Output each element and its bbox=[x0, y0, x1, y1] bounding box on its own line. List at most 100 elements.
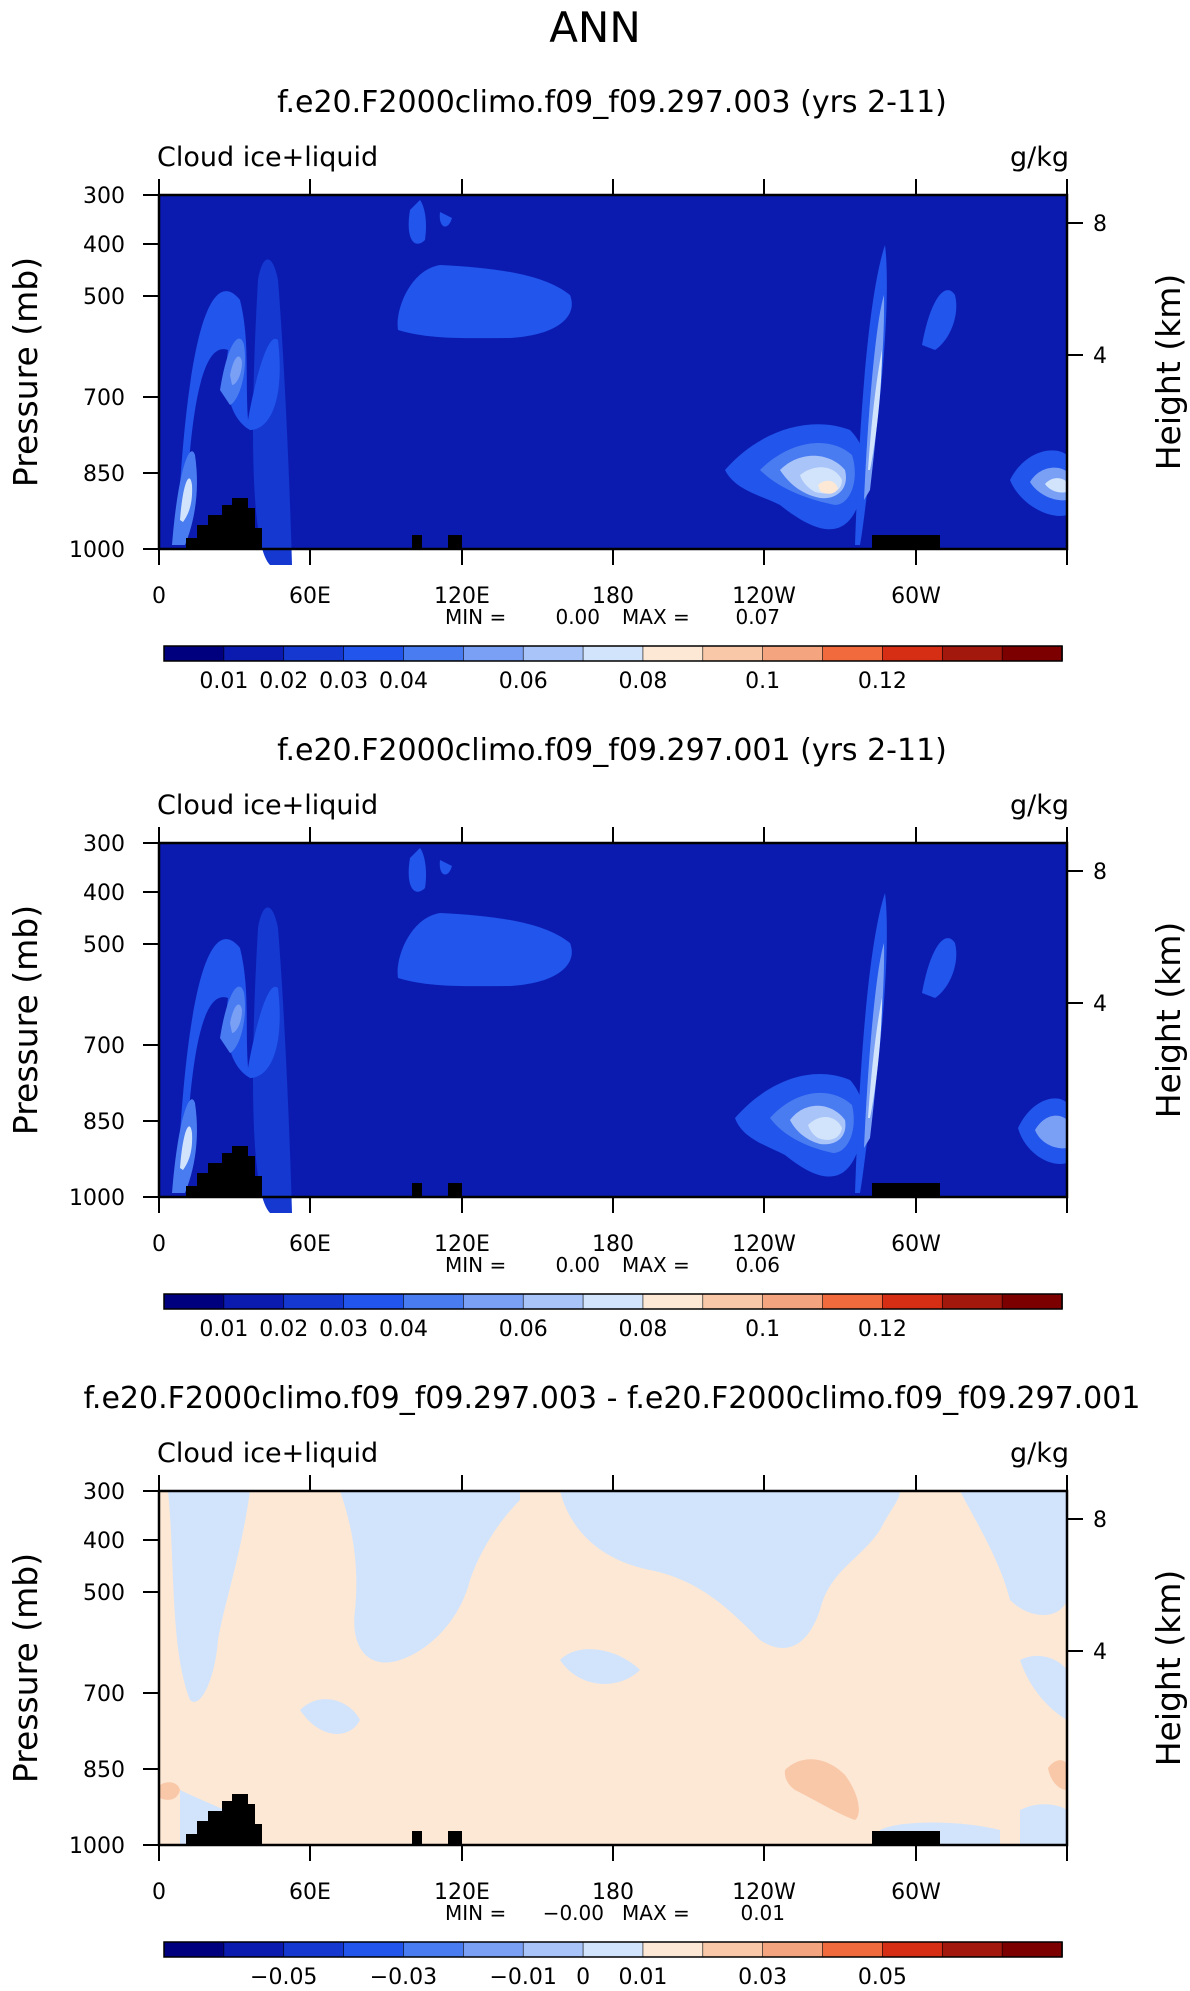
colorbar-swatch bbox=[343, 645, 405, 662]
panel-3: f.e20.F2000climo.f09_f09.297.003 - f.e20… bbox=[6, 1381, 1188, 1990]
colorbar-swatch bbox=[582, 1293, 644, 1310]
panel-2-y-tick: 850 bbox=[83, 1110, 125, 1135]
panel-2-colorbar-label: 0.08 bbox=[618, 1317, 667, 1342]
panel-2-plot-area: 0 60E 120E 180 120W 60W 300 400 500 700 … bbox=[6, 827, 1188, 1257]
panel-3-colorbar-label: 0 bbox=[576, 1965, 590, 1987]
panel-2-y2-tick: 4 bbox=[1093, 992, 1107, 1017]
panel-3-y2-axis-label: Height (km) bbox=[1149, 1570, 1188, 1767]
panel-2-colorbar-label: 0.06 bbox=[499, 1317, 548, 1342]
panel-1-plot-area: 0 60E 120E 180 120W 60W 300 400 500 700 … bbox=[6, 179, 1188, 609]
panel-3-colorbar-swatches bbox=[163, 1941, 1063, 1958]
colorbar-swatch bbox=[642, 645, 704, 662]
panel-1-max-value: 0.07 bbox=[735, 605, 780, 629]
panel-3-y2-tick: 8 bbox=[1093, 1508, 1107, 1533]
panel-3-y-tick: 300 bbox=[83, 1480, 125, 1505]
panel-3-x-tick: 180 bbox=[592, 1880, 634, 1905]
panel-3-y-tick: 1000 bbox=[69, 1834, 125, 1859]
panel-3-colorbar-label: 0.03 bbox=[738, 1965, 787, 1987]
colorbar-swatch bbox=[283, 1293, 345, 1310]
panel-2-x-tick: 180 bbox=[592, 1232, 634, 1257]
panel-1-colorbar-label: 0.08 bbox=[618, 669, 667, 694]
panel-1-colorbar-label: 0.01 bbox=[199, 669, 248, 694]
panel-1-min-label: MIN = bbox=[445, 605, 506, 629]
colorbar-swatch bbox=[522, 645, 584, 662]
colorbar-swatch bbox=[1001, 1941, 1063, 1958]
colorbar-swatch bbox=[822, 1941, 884, 1958]
panel-2-y-tick: 500 bbox=[83, 933, 125, 958]
main-title: ANN bbox=[549, 3, 641, 52]
panel-2-y2-tick: 8 bbox=[1093, 860, 1107, 885]
panel-3-y-ticks: 300 400 500 700 850 1000 bbox=[69, 1480, 125, 1859]
panel-1-units-label: g/kg bbox=[1010, 142, 1069, 173]
colorbar-swatch bbox=[762, 1941, 824, 1958]
panel-1-background bbox=[159, 195, 1067, 549]
panel-2-colorbar-label: 0.12 bbox=[858, 1317, 907, 1342]
panel-3-colorbar: −0.05 −0.03 −0.01 0 0.01 0.03 0.05 bbox=[163, 1941, 1063, 1990]
panel-3-min-value: −0.00 bbox=[543, 1901, 604, 1925]
colorbar-swatch bbox=[403, 645, 465, 662]
panel-3-max-value: 0.01 bbox=[740, 1901, 785, 1925]
colorbar-swatch bbox=[463, 1293, 525, 1310]
panel-2-y-axis-label: Pressure (mb) bbox=[6, 905, 45, 1135]
panel-3-y-tick: 400 bbox=[83, 1529, 125, 1554]
panel-2-y-tick: 400 bbox=[83, 881, 125, 906]
colorbar-swatch bbox=[223, 1293, 285, 1310]
panel-3-colorbar-label: 0.05 bbox=[858, 1965, 907, 1987]
colorbar-swatch bbox=[223, 1941, 285, 1958]
panel-3-colorbar-label: 0.01 bbox=[618, 1965, 667, 1987]
panel-2-tick-marks bbox=[143, 827, 1083, 1213]
panel-3-x-tick: 60E bbox=[289, 1880, 331, 1905]
panel-2-min-value: 0.00 bbox=[555, 1253, 600, 1277]
colorbar-swatch bbox=[582, 1941, 644, 1958]
panel-1-y2-axis-label: Height (km) bbox=[1149, 274, 1188, 471]
panel-3-colorbar-label: −0.01 bbox=[489, 1965, 556, 1987]
panel-3-y-tick: 700 bbox=[83, 1682, 125, 1707]
panel-2-colorbar-label: 0.03 bbox=[319, 1317, 368, 1342]
panel-1-x-tick: 0 bbox=[152, 584, 166, 609]
panel-1-title: f.e20.F2000climo.f09_f09.297.003 (yrs 2-… bbox=[277, 85, 947, 120]
panel-1-colorbar-label: 0.1 bbox=[745, 669, 780, 694]
panel-1-y-tick: 850 bbox=[83, 462, 125, 487]
panel-1-min-value: 0.00 bbox=[555, 605, 600, 629]
panel-3-y-tick: 500 bbox=[83, 1581, 125, 1606]
panel-1-y-tick: 1000 bbox=[69, 538, 125, 563]
panel-2-x-tick: 120W bbox=[732, 1232, 796, 1257]
colorbar-swatch bbox=[882, 1941, 944, 1958]
colorbar-swatch bbox=[702, 645, 764, 662]
colorbar-swatch bbox=[283, 645, 345, 662]
colorbar-swatch bbox=[522, 1941, 584, 1958]
panel-1-colorbar-label: 0.02 bbox=[259, 669, 308, 694]
panel-3-variable-label: Cloud ice+liquid bbox=[157, 1438, 378, 1469]
panel-3-colorbar-label: −0.03 bbox=[370, 1965, 437, 1987]
panel-1-colorbar-labels: 0.01 0.02 0.03 0.04 0.06 0.08 0.1 0.12 bbox=[199, 669, 907, 694]
colorbar-swatch bbox=[163, 1941, 225, 1958]
panel-3-max-label: MAX = bbox=[622, 1901, 690, 1925]
panel-3-colorbar-label: −0.05 bbox=[250, 1965, 317, 1987]
panel-3-y-tick: 850 bbox=[83, 1758, 125, 1783]
panel-2-colorbar-label: 0.1 bbox=[745, 1317, 780, 1342]
colorbar-swatch bbox=[882, 1293, 944, 1310]
panel-3-x-tick: 120W bbox=[732, 1880, 796, 1905]
panel-2-y2-ticks: 8 4 bbox=[1093, 860, 1107, 1017]
panel-2-colorbar-frame bbox=[163, 1293, 1063, 1310]
colorbar-swatch bbox=[283, 1941, 345, 1958]
panel-2-colorbar-label: 0.01 bbox=[199, 1317, 248, 1342]
panel-1-x-tick: 120W bbox=[732, 584, 796, 609]
panel-2-max-value: 0.06 bbox=[735, 1253, 780, 1277]
colorbar-swatch bbox=[403, 1941, 465, 1958]
panel-3-positive-patches bbox=[160, 1759, 1067, 1820]
panel-2-y-tick: 700 bbox=[83, 1034, 125, 1059]
colorbar-swatch bbox=[1001, 1293, 1063, 1310]
panel-3-colorbar-frame bbox=[163, 1941, 1063, 1958]
panel-2-units-label: g/kg bbox=[1010, 790, 1069, 821]
panel-3-x-ticks: 0 60E 120E 180 120W 60W bbox=[152, 1880, 941, 1905]
panel-3-x-tick: 60W bbox=[891, 1880, 941, 1905]
colorbar-swatch bbox=[582, 645, 644, 662]
colorbar-swatch bbox=[762, 645, 824, 662]
panel-2-y-tick: 300 bbox=[83, 832, 125, 857]
panel-3-y2-tick: 4 bbox=[1093, 1640, 1107, 1665]
panel-1-colorbar-label: 0.04 bbox=[379, 669, 428, 694]
colorbar-swatch bbox=[642, 1293, 704, 1310]
panel-1-x-tick: 120E bbox=[434, 584, 490, 609]
